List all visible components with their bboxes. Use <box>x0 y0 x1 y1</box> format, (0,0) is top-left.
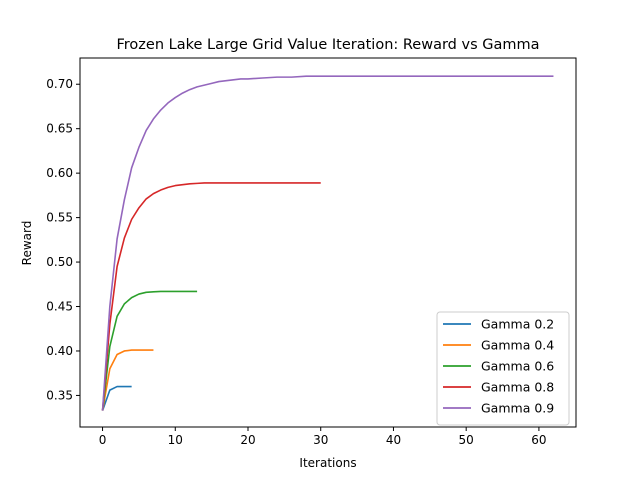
x-tick-label: 40 <box>386 433 401 447</box>
series-line-2 <box>101 349 154 411</box>
x-axis-title: Iterations <box>299 456 356 470</box>
x-tick-label: 20 <box>240 433 255 447</box>
series-line-1 <box>101 385 132 411</box>
legend-label-4: Gamma 0.8 <box>481 380 554 395</box>
y-axis-title: Reward <box>20 221 34 266</box>
x-axis-ticks: 0 10 20 30 40 50 60 <box>99 427 547 447</box>
legend: Gamma 0.2 Gamma 0.4 Gamma 0.6 Gamma 0.8 Gamm… <box>436 311 570 426</box>
y-tick-label: 0.35 <box>46 388 73 402</box>
y-tick-label: 0.70 <box>46 77 73 91</box>
y-tick-label: 0.55 <box>46 211 73 225</box>
y-tick-label: 0.45 <box>46 300 73 314</box>
x-tick-label: 30 <box>313 433 328 447</box>
y-tick-label: 0.40 <box>46 344 73 358</box>
x-tick-label: 0 <box>99 433 107 447</box>
y-tick-label: 0.65 <box>46 122 73 136</box>
series-line-4 <box>101 182 321 411</box>
y-axis-ticks: 0.35 0.40 0.45 0.50 0.55 0.60 0.65 0.70 <box>46 77 80 402</box>
plot-lines <box>101 75 554 411</box>
legend-label-1: Gamma 0.2 <box>481 317 554 332</box>
series-line-3 <box>101 290 198 411</box>
y-tick-label: 0.50 <box>46 255 73 269</box>
chart-title: Frozen Lake Large Grid Value Iteration: … <box>117 37 540 53</box>
y-tick-label: 0.60 <box>46 166 73 180</box>
plot-frame <box>79 57 577 428</box>
legend-label-3: Gamma 0.6 <box>481 359 554 374</box>
legend-box <box>436 311 570 426</box>
legend-label-2: Gamma 0.4 <box>481 338 554 353</box>
series-line-5 <box>101 75 554 411</box>
x-tick-label: 10 <box>168 433 183 447</box>
legend-label-5: Gamma 0.9 <box>481 401 554 416</box>
x-tick-label: 50 <box>459 433 474 447</box>
x-tick-label: 60 <box>531 433 546 447</box>
